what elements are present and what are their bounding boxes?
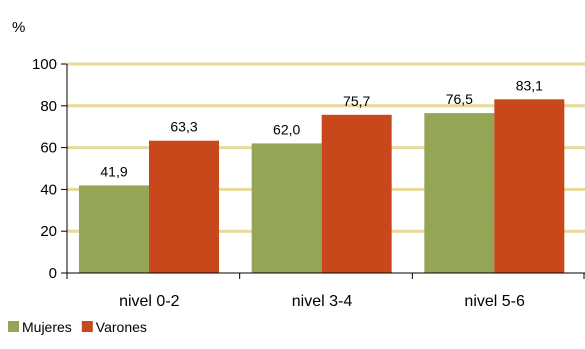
- data-label-mujeres-2: 62,0: [273, 121, 300, 137]
- data-label-varones-1: 63,3: [170, 119, 197, 135]
- y-tick-label: 100: [32, 56, 57, 73]
- bar-mujeres-1: [79, 185, 149, 273]
- legend: Mujeres Varones: [8, 319, 147, 335]
- y-tick-label: 40: [40, 181, 57, 198]
- y-tick-label: 60: [40, 140, 57, 157]
- y-axis-unit-label: %: [12, 19, 25, 36]
- x-tick-label: nivel 5-6: [464, 293, 525, 310]
- data-label-mujeres-3: 76,5: [446, 91, 473, 107]
- y-tick-label: 20: [40, 223, 57, 240]
- bars: 41,9 63,3 62,0 75,7 76,5 83,1: [79, 77, 565, 274]
- x-tick-label: nivel 0-2: [119, 293, 180, 310]
- x-axis: nivel 0-2 nivel 3-4 nivel 5-6: [66, 272, 585, 310]
- legend-label-varones: Varones: [96, 319, 147, 335]
- bar-varones-1: [149, 140, 219, 273]
- bar-varones-3: [494, 99, 565, 273]
- y-axis: % 0 20 40 60 80 100: [12, 19, 68, 282]
- x-tick-label: nivel 3-4: [292, 293, 353, 310]
- legend-label-mujeres: Mujeres: [22, 319, 72, 335]
- bar-mujeres-2: [251, 143, 322, 273]
- data-label-varones-3: 83,1: [516, 77, 543, 93]
- y-tick-label: 80: [40, 98, 57, 115]
- bar-mujeres-3: [424, 113, 495, 274]
- data-label-varones-2: 75,7: [343, 93, 370, 109]
- legend-swatch-varones: [81, 321, 93, 332]
- data-label-mujeres-1: 41,9: [100, 163, 127, 179]
- y-tick-label: 0: [49, 265, 57, 282]
- bar-varones-2: [321, 114, 392, 273]
- legend-swatch-mujeres: [8, 321, 19, 332]
